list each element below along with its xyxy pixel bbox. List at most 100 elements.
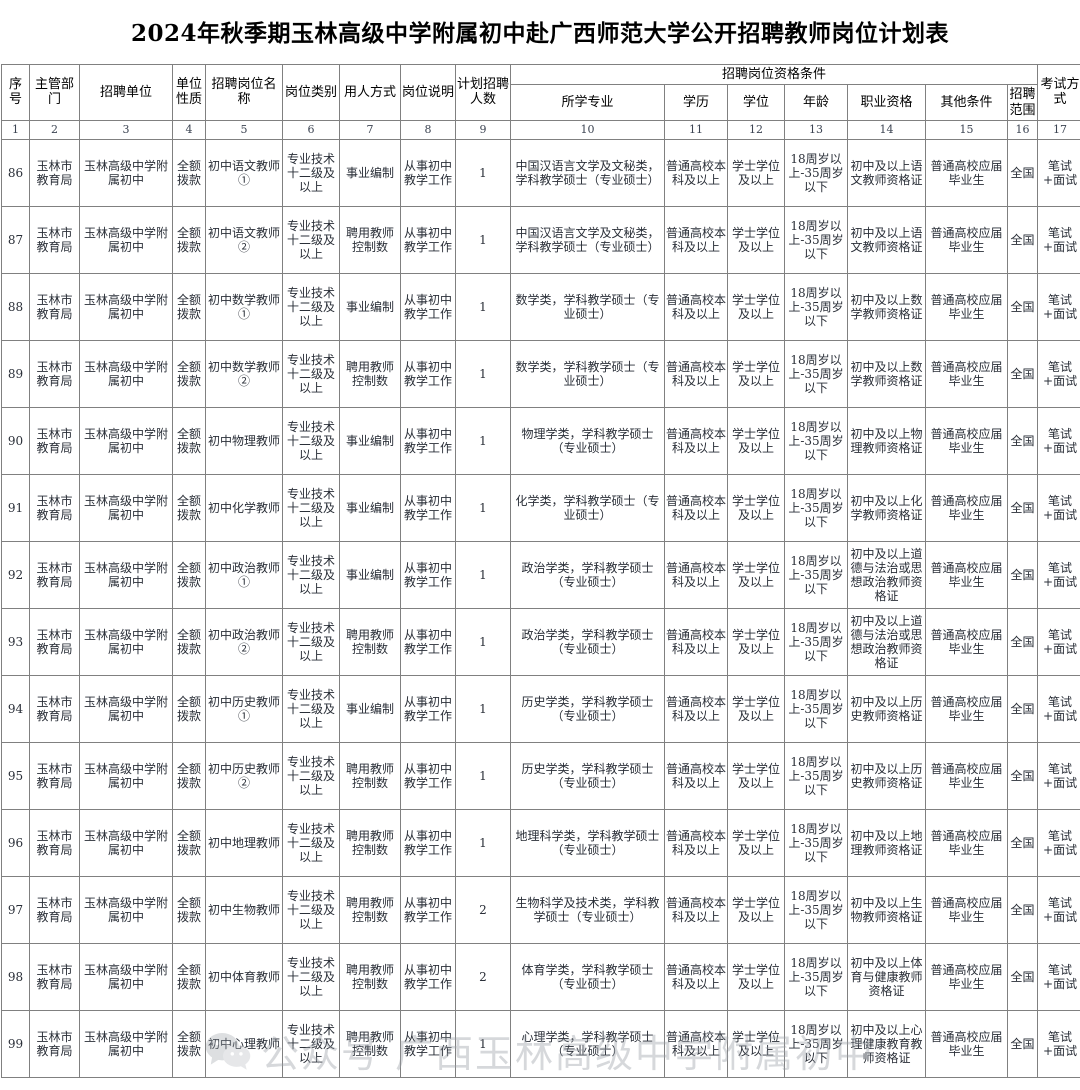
column-number: 1 bbox=[1, 119, 30, 140]
cell-certificate: 初中及以上语文教师资格证 bbox=[847, 138, 926, 207]
col-header-category: 岗位类别 bbox=[282, 64, 340, 121]
cell-seq: 96 bbox=[1, 808, 30, 877]
cell-major: 体育学类，学科教学硕士（专业硕士） bbox=[510, 942, 665, 1011]
cell-nature: 全额拨款 bbox=[172, 1009, 206, 1078]
cell-nature: 全额拨款 bbox=[172, 741, 206, 810]
cell-dept: 玉林市教育局 bbox=[29, 875, 80, 944]
cell-education: 普通高校本科及以上 bbox=[664, 205, 728, 274]
cell-scope: 全国 bbox=[1006, 875, 1039, 944]
cell-count: 1 bbox=[455, 1009, 511, 1078]
cell-employment: 聘用教师控制数 bbox=[339, 205, 401, 274]
cell-certificate: 初中及以上物理教师资格证 bbox=[847, 406, 926, 475]
cell-age: 18周岁以上-35周岁以下 bbox=[784, 406, 848, 475]
table-head: 序号 主管部门 招聘单位 单位性质 招聘岗位名称 岗位类别 用人方式 岗位说明 … bbox=[1, 63, 1080, 140]
cell-count: 2 bbox=[455, 875, 511, 944]
cell-exam: 笔试+面试 bbox=[1037, 406, 1080, 475]
cell-category: 专业技术十二级及以上 bbox=[282, 540, 340, 609]
cell-major: 中国汉语言文学及文秘类，学科教学硕士（专业硕士） bbox=[510, 138, 665, 207]
column-number: 2 bbox=[29, 119, 80, 140]
cell-description: 从事初中教学工作 bbox=[400, 1009, 456, 1078]
cell-age: 18周岁以上-35周岁以下 bbox=[784, 1009, 848, 1078]
cell-nature: 全额拨款 bbox=[172, 808, 206, 877]
cell-exam: 笔试+面试 bbox=[1037, 138, 1080, 207]
cell-certificate: 初中及以上化学教师资格证 bbox=[847, 473, 926, 542]
cell-dept: 玉林市教育局 bbox=[29, 1009, 80, 1078]
cell-degree: 学士学位及以上 bbox=[727, 540, 785, 609]
cell-description: 从事初中教学工作 bbox=[400, 473, 456, 542]
cell-category: 专业技术十二级及以上 bbox=[282, 942, 340, 1011]
cell-age: 18周岁以上-35周岁以下 bbox=[784, 674, 848, 743]
cell-post: 初中历史教师① bbox=[205, 674, 283, 743]
cell-unit: 玉林高级中学附属初中 bbox=[79, 1009, 173, 1078]
table-body: 86 玉林市教育局 玉林高级中学附属初中 全额拨款 初中语文教师① 专业技术十二级及以上事… bbox=[1, 138, 1080, 1078]
cell-major: 心理学类，学科教学硕士（专业硕士） bbox=[510, 1009, 665, 1078]
cell-employment: 聘用教师控制数 bbox=[339, 1009, 401, 1078]
cell-certificate: 初中及以上生物教师资格证 bbox=[847, 875, 926, 944]
cell-nature: 全额拨款 bbox=[172, 942, 206, 1011]
cell-degree: 学士学位及以上 bbox=[727, 473, 785, 542]
cell-degree: 学士学位及以上 bbox=[727, 942, 785, 1011]
table-row: 91 玉林市教育局 玉林高级中学附属初中 全额拨款 初中化学教师 专业技术十二级及以上 事业… bbox=[1, 473, 1080, 542]
cell-nature: 全额拨款 bbox=[172, 138, 206, 207]
cell-description: 从事初中教学工作 bbox=[400, 339, 456, 408]
cell-education: 普通高校本科及以上 bbox=[664, 406, 728, 475]
table-row: 88 玉林市教育局 玉林高级中学附属初中 全额拨款 初中数学教师① 专业技术十二级及以上事… bbox=[1, 272, 1080, 341]
col-header-degree: 学位 bbox=[727, 84, 785, 121]
cell-employment: 聘用教师控制数 bbox=[339, 741, 401, 810]
cell-description: 从事初中教学工作 bbox=[400, 942, 456, 1011]
cell-description: 从事初中教学工作 bbox=[400, 741, 456, 810]
cell-employment: 事业编制 bbox=[339, 540, 401, 609]
cell-employment: 事业编制 bbox=[339, 272, 401, 341]
cell-unit: 玉林高级中学附属初中 bbox=[79, 473, 173, 542]
column-number: 6 bbox=[282, 119, 340, 140]
cell-other: 普通高校应届毕业生 bbox=[925, 674, 1008, 743]
cell-age: 18周岁以上-35周岁以下 bbox=[784, 205, 848, 274]
cell-exam: 笔试+面试 bbox=[1037, 272, 1080, 341]
cell-certificate: 初中及以上数学教师资格证 bbox=[847, 272, 926, 341]
cell-degree: 学士学位及以上 bbox=[727, 808, 785, 877]
cell-dept: 玉林市教育局 bbox=[29, 607, 80, 676]
cell-dept: 玉林市教育局 bbox=[29, 674, 80, 743]
cell-education: 普通高校本科及以上 bbox=[664, 138, 728, 207]
cell-education: 普通高校本科及以上 bbox=[664, 674, 728, 743]
cell-category: 专业技术十二级及以上 bbox=[282, 205, 340, 274]
cell-certificate: 初中及以上道德与法治或思想政治教师资格证 bbox=[847, 540, 926, 609]
table-row: 93 玉林市教育局 玉林高级中学附属初中 全额拨款 初中政治教师② 专业技术十二级及以上聘… bbox=[1, 607, 1080, 676]
cell-seq: 90 bbox=[1, 406, 30, 475]
column-number: 9 bbox=[455, 119, 511, 140]
table-row: 95 玉林市教育局 玉林高级中学附属初中 全额拨款 初中历史教师② 专业技术十二级及以上聘… bbox=[1, 741, 1080, 810]
cell-count: 1 bbox=[455, 741, 511, 810]
cell-other: 普通高校应届毕业生 bbox=[925, 473, 1008, 542]
cell-dept: 玉林市教育局 bbox=[29, 138, 80, 207]
cell-dept: 玉林市教育局 bbox=[29, 808, 80, 877]
col-header-description: 岗位说明 bbox=[400, 64, 456, 121]
column-number: 15 bbox=[925, 119, 1008, 140]
cell-unit: 玉林高级中学附属初中 bbox=[79, 607, 173, 676]
cell-category: 专业技术十二级及以上 bbox=[282, 272, 340, 341]
cell-education: 普通高校本科及以上 bbox=[664, 875, 728, 944]
table-row: 89 玉林市教育局 玉林高级中学附属初中 全额拨款 初中数学教师② 专业技术十二级及以上聘… bbox=[1, 339, 1080, 408]
cell-major: 地理科学类，学科教学硕士（专业硕士） bbox=[510, 808, 665, 877]
cell-major: 历史学类，学科教学硕士（专业硕士） bbox=[510, 741, 665, 810]
cell-unit: 玉林高级中学附属初中 bbox=[79, 741, 173, 810]
cell-dept: 玉林市教育局 bbox=[29, 205, 80, 274]
cell-degree: 学士学位及以上 bbox=[727, 205, 785, 274]
cell-exam: 笔试+面试 bbox=[1037, 942, 1080, 1011]
cell-scope: 全国 bbox=[1006, 1009, 1039, 1078]
column-number: 13 bbox=[784, 119, 848, 140]
col-header-unit: 招聘单位 bbox=[79, 64, 173, 121]
cell-post: 初中物理教师 bbox=[205, 406, 283, 475]
cell-nature: 全额拨款 bbox=[172, 540, 206, 609]
cell-post: 初中心理教师 bbox=[205, 1009, 283, 1078]
cell-unit: 玉林高级中学附属初中 bbox=[79, 674, 173, 743]
cell-dept: 玉林市教育局 bbox=[29, 406, 80, 475]
cell-seq: 97 bbox=[1, 875, 30, 944]
cell-seq: 86 bbox=[1, 138, 30, 207]
cell-major: 化学类，学科教学硕士（专业硕士） bbox=[510, 473, 665, 542]
col-header-employment: 用人方式 bbox=[339, 64, 401, 121]
cell-post: 初中语文教师② bbox=[205, 205, 283, 274]
cell-major: 历史学类，学科教学硕士（专业硕士） bbox=[510, 674, 665, 743]
column-number: 4 bbox=[172, 119, 206, 140]
cell-dept: 玉林市教育局 bbox=[29, 540, 80, 609]
cell-nature: 全额拨款 bbox=[172, 875, 206, 944]
